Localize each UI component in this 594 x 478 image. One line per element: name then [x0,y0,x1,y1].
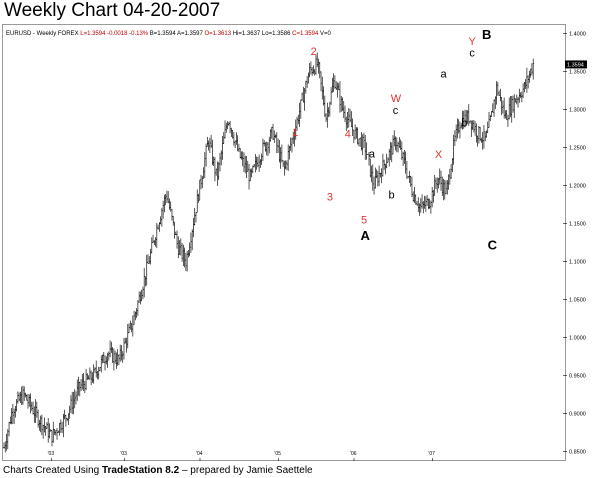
y-tick-label: 0.8500 [569,449,586,455]
x-tick-label: '05 [274,451,281,457]
footer-prefix: Charts Created Using [3,465,102,476]
wave-label: A [361,228,371,243]
page-title: Weekly Chart 04-20-2007 [4,0,221,21]
wave-label: a [369,148,376,160]
wave-label: Y [468,36,476,48]
wave-label: 1 [292,127,298,139]
symbol-header: EURUSD - Weekly FOREX L=1.3594 -0.0018 -… [6,31,331,37]
wave-label: 3 [327,192,333,204]
wave-label: a [441,69,448,81]
y-tick-label: 1.3000 [569,108,586,114]
wave-label: 2 [311,46,317,58]
x-tick-label: '03 [48,451,55,457]
y-tick-label: 1.2000 [569,184,586,190]
y-tick-label: 0.9000 [569,411,586,417]
y-tick-label: 1.3500 [569,70,586,76]
chart-frame [2,24,566,461]
wave-label: C [488,237,498,252]
footer-suffix: – prepared by Jamie Saettele [179,465,313,476]
last-price-tag [565,60,587,69]
wave-label: b [461,117,467,129]
wave-label: b [388,189,394,201]
y-tick-label: 1.1500 [569,222,586,228]
y-tick-label: 1.4000 [569,32,586,38]
y-tick-label: 1.0000 [569,335,586,341]
wave-label: c [393,105,399,117]
x-tick-label: '04 [196,451,203,457]
wave-label: X [435,149,443,161]
y-tick-label: 1.0500 [569,297,586,303]
y-tick-label: 0.9500 [569,373,586,379]
wave-label: 4 [345,129,351,141]
x-tick-label: '07 [428,451,435,457]
footer-software: TradeStation 8.2 [101,465,180,476]
last-price-label: 1.3594 [567,62,584,68]
y-tick-label: 1.2500 [569,146,586,152]
wave-label: c [469,47,475,59]
y-tick-label: 1.1000 [569,259,586,265]
wave-label: B [482,27,491,42]
footer-credit: Charts Created Using TradeStation 8.2 – … [3,465,313,476]
x-tick-label: '03 [120,451,127,457]
wave-label: W [391,93,402,105]
x-tick-label: '06 [350,451,357,457]
wave-label: 5 [361,215,367,227]
